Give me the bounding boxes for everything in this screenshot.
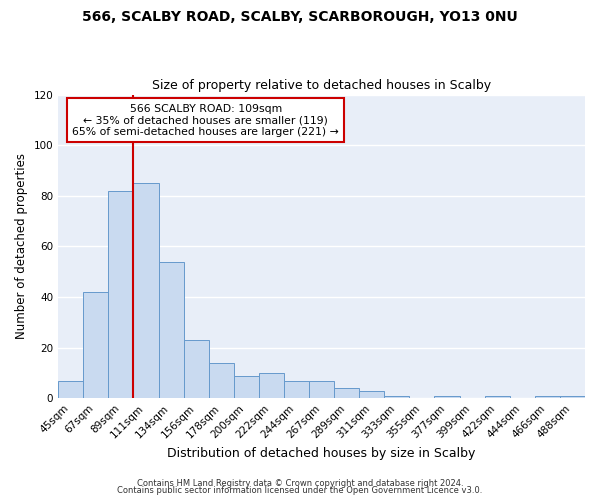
- Text: 566, SCALBY ROAD, SCALBY, SCARBOROUGH, YO13 0NU: 566, SCALBY ROAD, SCALBY, SCARBOROUGH, Y…: [82, 10, 518, 24]
- Text: Contains public sector information licensed under the Open Government Licence v3: Contains public sector information licen…: [118, 486, 482, 495]
- Bar: [359, 390, 385, 398]
- Text: 566 SCALBY ROAD: 109sqm
← 35% of detached houses are smaller (119)
65% of semi-d: 566 SCALBY ROAD: 109sqm ← 35% of detache…: [73, 104, 339, 137]
- Bar: [334, 388, 359, 398]
- X-axis label: Distribution of detached houses by size in Scalby: Distribution of detached houses by size …: [167, 447, 476, 460]
- Bar: [560, 396, 585, 398]
- Bar: [385, 396, 409, 398]
- Bar: [133, 183, 158, 398]
- Bar: [58, 380, 83, 398]
- Title: Size of property relative to detached houses in Scalby: Size of property relative to detached ho…: [152, 79, 491, 92]
- Y-axis label: Number of detached properties: Number of detached properties: [15, 154, 28, 340]
- Bar: [209, 363, 234, 398]
- Bar: [184, 340, 209, 398]
- Bar: [259, 373, 284, 398]
- Bar: [485, 396, 510, 398]
- Bar: [158, 262, 184, 398]
- Bar: [234, 376, 259, 398]
- Bar: [109, 191, 133, 398]
- Bar: [83, 292, 109, 399]
- Bar: [309, 380, 334, 398]
- Bar: [535, 396, 560, 398]
- Bar: [284, 380, 309, 398]
- Bar: [434, 396, 460, 398]
- Text: Contains HM Land Registry data © Crown copyright and database right 2024.: Contains HM Land Registry data © Crown c…: [137, 478, 463, 488]
